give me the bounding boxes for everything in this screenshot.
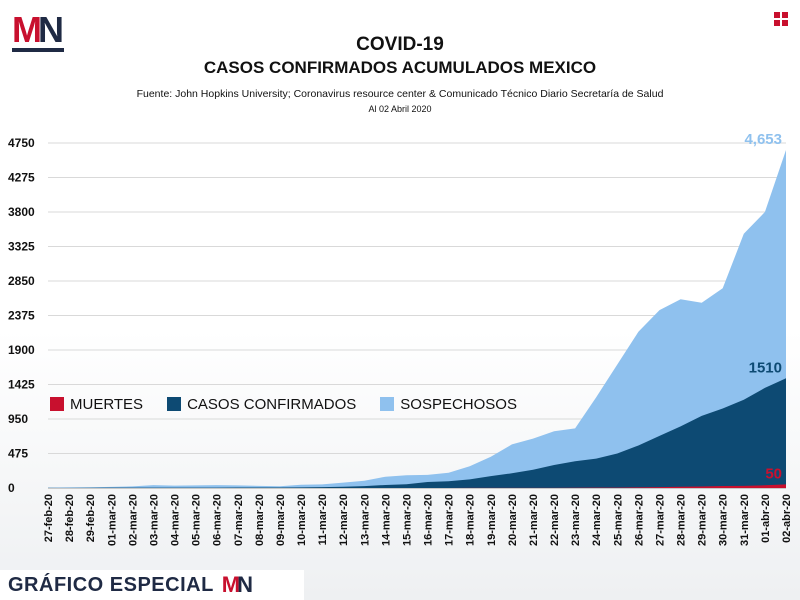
legend-swatch-muertes [50,397,64,411]
legend-swatch-confirmados [167,397,182,411]
x-tick-label-0: 27-feb-20 [43,494,55,542]
x-tick-label-33: 31-mar-20 [739,494,751,546]
y-tick-label-9: 4275 [8,171,35,185]
footer-text: GRÁFICO ESPECIAL [8,573,214,596]
area-muertes [48,484,786,488]
x-tick-label-30: 28-mar-20 [676,494,688,546]
source-note: Fuente: John Hopkins University; Coronav… [136,88,664,100]
legend-label-confirmados: CASOS CONFIRMADOS [187,396,357,413]
x-tick-label-8: 06-mar-20 [212,494,224,546]
area-casos-confirmados [48,378,786,488]
annotation-0: 4,653 [744,131,782,148]
x-tick-label-25: 23-mar-20 [570,494,582,546]
x-tick-label-16: 14-mar-20 [380,494,392,546]
y-tick-label-7: 3325 [8,240,35,254]
brand-logo: M N [12,9,64,52]
logo-letter-m: M [12,9,42,50]
x-tick-label-34: 01-abr-20 [760,494,772,543]
x-tick-label-20: 18-mar-20 [465,494,477,546]
x-tick-label-5: 03-mar-20 [148,494,160,546]
footer-logo-m: M [221,572,240,597]
x-tick-label-13: 11-mar-20 [317,494,329,545]
x-tick-label-26: 24-mar-20 [591,494,603,546]
y-axis-ticks: 0 475 950 1425 1900 2375 2850 3325 3800 4275 4750 [8,136,35,495]
legend-label-muertes: MUERTES [70,396,144,413]
series-areas [48,150,786,488]
y-tick-label-2: 950 [8,412,28,426]
x-tick-label-35: 02-abr-20 [781,494,793,543]
legend-item-confirmados: CASOS CONFIRMADOS [167,396,356,413]
x-tick-label-27: 25-mar-20 [612,494,624,546]
x-tick-label-21: 19-mar-20 [486,494,498,546]
x-tick-label-7: 05-mar-20 [191,494,203,546]
grid-menu-icon[interactable] [774,12,788,26]
legend-item-muertes: MUERTES [50,396,143,413]
x-tick-label-15: 13-mar-20 [359,494,371,546]
y-tick-label-8: 3800 [8,205,35,219]
x-tick-label-2: 29-feb-20 [85,494,97,542]
footer-logo-n: N [237,572,254,597]
x-tick-label-1: 28-feb-20 [64,494,76,542]
y-tick-label-4: 1900 [8,343,35,357]
footer-banner: GRÁFICO ESPECIAL M N [0,570,304,600]
x-tick-label-14: 12-mar-20 [338,494,350,546]
x-tick-label-11: 09-mar-20 [275,494,287,546]
date-note: Al 02 Abril 2020 [368,104,432,114]
x-tick-label-12: 10-mar-20 [296,494,308,546]
x-tick-label-22: 20-mar-20 [507,494,519,546]
chart-subtitle: CASOS CONFIRMADOS ACUMULADOS MEXICO [203,58,597,77]
x-tick-label-32: 30-mar-20 [718,494,730,546]
annotation-2: 50 [765,465,782,482]
chart-title: COVID-19 [356,34,444,55]
area-sospechosos [48,150,786,488]
legend-item-sospechosos: SOSPECHOSOS [380,396,517,413]
y-tick-label-6: 2850 [8,274,35,288]
logo-underline [12,48,64,52]
x-tick-label-29: 27-mar-20 [654,494,666,546]
y-tick-label-1: 475 [8,447,28,461]
x-tick-label-24: 22-mar-20 [549,494,561,546]
x-tick-label-10: 08-mar-20 [254,494,266,546]
x-tick-label-23: 21-mar-20 [528,494,540,546]
x-tick-label-6: 04-mar-20 [170,494,182,546]
data-annotations: 4,653 1510 50 [744,131,782,482]
x-tick-label-31: 29-mar-20 [697,494,709,546]
y-tick-label-5: 2375 [8,309,35,323]
x-tick-label-19: 17-mar-20 [444,494,456,546]
logo-letter-n: N [38,9,64,50]
x-tick-label-28: 26-mar-20 [633,494,645,546]
y-tick-label-3: 1425 [8,378,35,392]
x-tick-label-18: 16-mar-20 [423,494,435,546]
y-tick-label-10: 4750 [8,136,35,150]
x-tick-label-17: 15-mar-20 [401,494,413,546]
x-tick-label-3: 01-mar-20 [106,494,118,546]
legend-label-sospechosos: SOSPECHOSOS [400,396,517,413]
y-tick-label-0: 0 [8,481,15,495]
annotation-1: 1510 [749,359,782,376]
x-axis-ticks: 27-feb-20 28-feb-20 29-feb-20 01-mar-20 02-m… [43,494,793,546]
chart-legend: MUERTES CASOS CONFIRMADOS SOSPECHOSOS [50,396,531,413]
x-tick-label-9: 07-mar-20 [233,494,245,546]
legend-swatch-sospechosos [380,397,395,411]
x-tick-label-4: 02-mar-20 [127,494,139,546]
